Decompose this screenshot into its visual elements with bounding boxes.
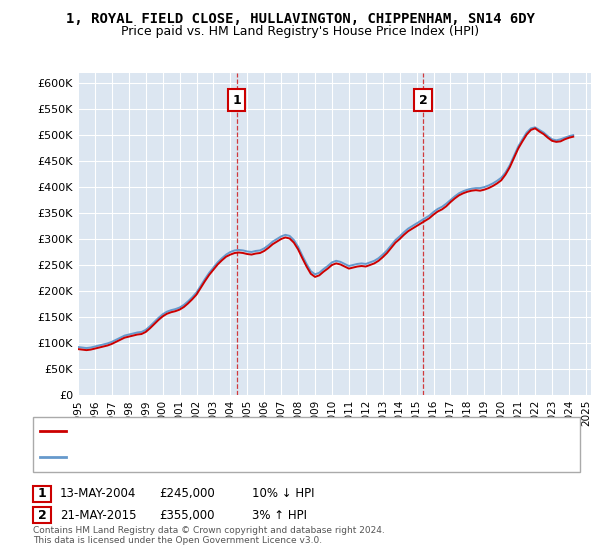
Text: 1, ROYAL FIELD CLOSE, HULLAVINGTON, CHIPPENHAM, SN14 6DY: 1, ROYAL FIELD CLOSE, HULLAVINGTON, CHIP… bbox=[65, 12, 535, 26]
Text: Price paid vs. HM Land Registry's House Price Index (HPI): Price paid vs. HM Land Registry's House … bbox=[121, 25, 479, 38]
Text: 13-MAY-2004: 13-MAY-2004 bbox=[60, 487, 136, 501]
Text: £355,000: £355,000 bbox=[159, 508, 215, 522]
Text: 1: 1 bbox=[38, 487, 46, 501]
Text: 1, ROYAL FIELD CLOSE, HULLAVINGTON, CHIPPENHAM, SN14 6DY (detached house): 1, ROYAL FIELD CLOSE, HULLAVINGTON, CHIP… bbox=[70, 427, 502, 436]
Text: Contains HM Land Registry data © Crown copyright and database right 2024.
This d: Contains HM Land Registry data © Crown c… bbox=[33, 526, 385, 545]
Text: HPI: Average price, detached house, Wiltshire: HPI: Average price, detached house, Wilt… bbox=[70, 452, 309, 461]
Text: 2: 2 bbox=[419, 94, 427, 106]
Text: £245,000: £245,000 bbox=[159, 487, 215, 501]
Text: 10% ↓ HPI: 10% ↓ HPI bbox=[252, 487, 314, 501]
Text: 21-MAY-2015: 21-MAY-2015 bbox=[60, 508, 137, 522]
Text: 3% ↑ HPI: 3% ↑ HPI bbox=[252, 508, 307, 522]
Text: 1: 1 bbox=[232, 94, 241, 106]
Text: 2: 2 bbox=[38, 508, 46, 522]
